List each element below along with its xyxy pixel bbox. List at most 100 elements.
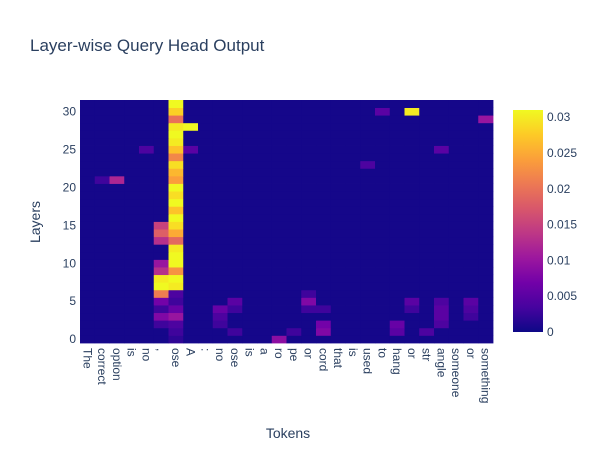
heatmap-cell[interactable] <box>448 244 464 253</box>
heatmap-cell[interactable] <box>463 175 479 184</box>
heatmap-cell[interactable] <box>257 160 273 169</box>
heatmap-cell[interactable] <box>109 206 125 215</box>
heatmap-cell[interactable] <box>286 160 302 169</box>
heatmap-cell[interactable] <box>301 206 317 215</box>
heatmap-cell[interactable] <box>80 327 96 336</box>
heatmap-cell[interactable] <box>124 130 140 139</box>
heatmap-cell[interactable] <box>448 229 464 238</box>
heatmap-cell[interactable] <box>389 251 405 260</box>
heatmap-cell[interactable] <box>212 183 228 192</box>
heatmap-cell[interactable] <box>109 289 125 298</box>
heatmap-cell[interactable] <box>109 267 125 276</box>
heatmap-cell[interactable] <box>109 137 125 146</box>
heatmap-cell[interactable] <box>124 115 140 124</box>
heatmap-cell[interactable] <box>153 115 169 124</box>
heatmap-cell[interactable] <box>360 100 376 108</box>
heatmap-plot-area[interactable] <box>80 100 494 344</box>
heatmap-cell[interactable] <box>109 168 125 177</box>
heatmap-cell[interactable] <box>124 191 140 200</box>
heatmap-cell[interactable] <box>448 198 464 207</box>
heatmap-cell[interactable] <box>124 267 140 276</box>
heatmap-cell[interactable] <box>153 236 169 245</box>
heatmap-cell[interactable] <box>242 213 258 222</box>
heatmap-cell[interactable] <box>301 312 317 321</box>
heatmap-cell[interactable] <box>242 191 258 200</box>
heatmap-cell[interactable] <box>404 100 420 108</box>
heatmap-cell[interactable] <box>434 312 450 321</box>
heatmap-cell[interactable] <box>375 297 391 306</box>
heatmap-cell[interactable] <box>139 153 155 162</box>
heatmap-cell[interactable] <box>109 229 125 238</box>
heatmap-cell[interactable] <box>212 175 228 184</box>
heatmap-cell[interactable] <box>330 282 346 291</box>
heatmap-cell[interactable] <box>139 122 155 131</box>
heatmap-cell[interactable] <box>257 335 273 344</box>
heatmap-cell[interactable] <box>448 274 464 283</box>
heatmap-cell[interactable] <box>271 160 287 169</box>
heatmap-cell[interactable] <box>271 312 287 321</box>
heatmap-cell[interactable] <box>124 221 140 230</box>
heatmap-cell[interactable] <box>109 327 125 336</box>
heatmap-cell[interactable] <box>330 259 346 268</box>
heatmap-cell[interactable] <box>242 175 258 184</box>
heatmap-cell[interactable] <box>301 100 317 108</box>
heatmap-cell[interactable] <box>94 244 110 253</box>
heatmap-cell[interactable] <box>94 153 110 162</box>
heatmap-cell[interactable] <box>389 137 405 146</box>
heatmap-cell[interactable] <box>257 251 273 260</box>
heatmap-cell[interactable] <box>345 305 361 314</box>
heatmap-cell[interactable] <box>404 259 420 268</box>
heatmap-cell[interactable] <box>375 100 391 108</box>
heatmap-cell[interactable] <box>301 191 317 200</box>
heatmap-cell[interactable] <box>242 229 258 238</box>
heatmap-cell[interactable] <box>330 160 346 169</box>
heatmap-cell[interactable] <box>316 191 332 200</box>
heatmap-cell[interactable] <box>139 160 155 169</box>
heatmap-cell[interactable] <box>463 320 479 329</box>
heatmap-cell[interactable] <box>80 183 96 192</box>
heatmap-cell[interactable] <box>478 115 494 124</box>
heatmap-cell[interactable] <box>139 297 155 306</box>
heatmap-cell[interactable] <box>168 312 184 321</box>
heatmap-cell[interactable] <box>360 305 376 314</box>
heatmap-cell[interactable] <box>434 137 450 146</box>
heatmap-cell[interactable] <box>375 236 391 245</box>
heatmap-cell[interactable] <box>345 160 361 169</box>
heatmap-cell[interactable] <box>478 130 494 139</box>
heatmap-cell[interactable] <box>316 206 332 215</box>
heatmap-cell[interactable] <box>463 107 479 116</box>
heatmap-cell[interactable] <box>212 267 228 276</box>
heatmap-cell[interactable] <box>345 213 361 222</box>
heatmap-cell[interactable] <box>212 244 228 253</box>
heatmap-cell[interactable] <box>389 221 405 230</box>
heatmap-cell[interactable] <box>345 282 361 291</box>
heatmap-cell[interactable] <box>419 198 435 207</box>
heatmap-cell[interactable] <box>153 122 169 131</box>
heatmap-cell[interactable] <box>330 153 346 162</box>
heatmap-cell[interactable] <box>80 168 96 177</box>
heatmap-cell[interactable] <box>419 289 435 298</box>
heatmap-cell[interactable] <box>212 206 228 215</box>
heatmap-cell[interactable] <box>227 335 243 344</box>
heatmap-cell[interactable] <box>139 229 155 238</box>
heatmap-cell[interactable] <box>124 229 140 238</box>
heatmap-cell[interactable] <box>168 289 184 298</box>
heatmap-cell[interactable] <box>212 100 228 108</box>
heatmap-cell[interactable] <box>404 115 420 124</box>
heatmap-cell[interactable] <box>109 297 125 306</box>
heatmap-cell[interactable] <box>80 122 96 131</box>
heatmap-cell[interactable] <box>212 213 228 222</box>
heatmap-cell[interactable] <box>94 335 110 344</box>
heatmap-cell[interactable] <box>389 160 405 169</box>
heatmap-cell[interactable] <box>198 305 214 314</box>
heatmap-cell[interactable] <box>242 335 258 344</box>
heatmap-cell[interactable] <box>360 137 376 146</box>
heatmap-cell[interactable] <box>153 168 169 177</box>
heatmap-cell[interactable] <box>198 198 214 207</box>
heatmap-cell[interactable] <box>212 145 228 154</box>
heatmap-cell[interactable] <box>389 335 405 344</box>
heatmap-cell[interactable] <box>448 289 464 298</box>
heatmap-cell[interactable] <box>168 168 184 177</box>
heatmap-cell[interactable] <box>375 191 391 200</box>
heatmap-cell[interactable] <box>124 160 140 169</box>
